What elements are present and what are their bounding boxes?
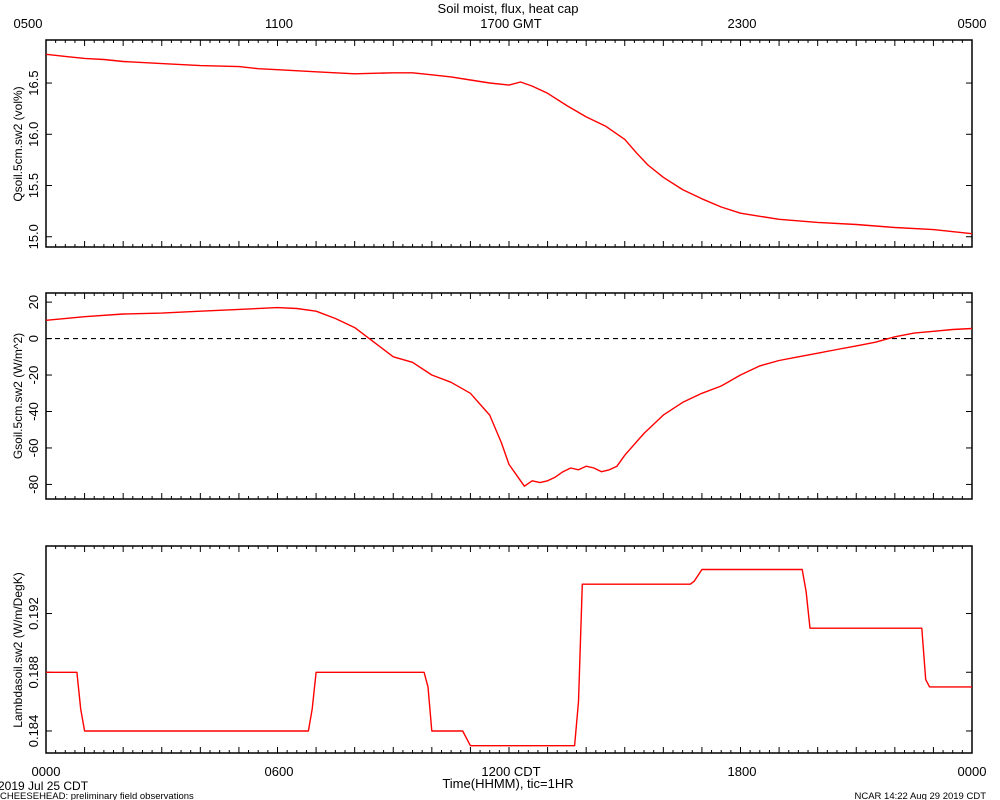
bottom-tick-label: 0000 <box>958 764 987 779</box>
y-tick-label: 15.5 <box>26 173 41 198</box>
bottom-tick-label: 0000 <box>32 764 61 779</box>
footer-right: NCAR 14:22 Aug 29 2019 CDT <box>855 791 987 800</box>
top-tick-label: 1700 GMT <box>480 16 541 31</box>
y-tick-label: 0 <box>26 335 41 342</box>
chart-title: Soil moist, flux, heat cap <box>438 1 579 16</box>
y-axis-label: Qsoil.5cm.sw2 (vol%) <box>11 86 25 201</box>
y-tick-label: -60 <box>26 439 41 458</box>
y-axis-label: Gsoil.5cm.sw2 (W/m^2) <box>11 333 25 459</box>
y-tick-label: 0.192 <box>26 597 41 630</box>
y-tick-label: 0.184 <box>26 715 41 748</box>
top-tick-label: 2300 <box>728 16 757 31</box>
y-tick-label: 16.5 <box>26 70 41 95</box>
series-line <box>45 306 973 487</box>
y-tick-label: 20 <box>26 295 41 309</box>
top-tick-label: 0500 <box>14 16 43 31</box>
top-axis-labels: 0500 1100 1700 GMT 2300 0500 <box>14 16 987 31</box>
series-line <box>45 53 973 235</box>
panel-frame <box>45 39 973 248</box>
y-tick-label: 16.0 <box>26 122 41 147</box>
bottom-tick-label: 1800 <box>728 764 757 779</box>
bottom-tick-label: 1200 CDT <box>481 764 540 779</box>
y-axis-label: Lambdasoil.sw2 (W/m/DegK) <box>11 572 25 727</box>
x-axis-label: Time(HHMM), tic=1HR <box>442 776 573 791</box>
series-line <box>46 568 972 747</box>
y-tick-label: -20 <box>26 366 41 385</box>
top-tick-label: 1100 <box>265 16 293 31</box>
panel-frame <box>45 292 973 500</box>
date-label: 2019 Jul 25 CDT <box>0 779 89 793</box>
y-tick-label: 0.188 <box>26 656 41 689</box>
bottom-tick-label: 0600 <box>265 764 294 779</box>
y-tick-label: 15.0 <box>26 224 41 249</box>
bottom-axis-labels: 0000 0600 1200 CDT 1800 0000 <box>32 764 987 779</box>
panel-2: 20 0 -20 -40 -60 -80 Gsoil.5cm.sw2 (W/m^2) <box>11 292 973 500</box>
y-tick-label: -80 <box>26 475 41 494</box>
footer-left: CHEESEHEAD: preliminary field observatio… <box>0 791 194 800</box>
y-tick-label: -40 <box>26 402 41 421</box>
panel-frame <box>45 545 973 754</box>
top-tick-label: 0500 <box>958 16 987 31</box>
